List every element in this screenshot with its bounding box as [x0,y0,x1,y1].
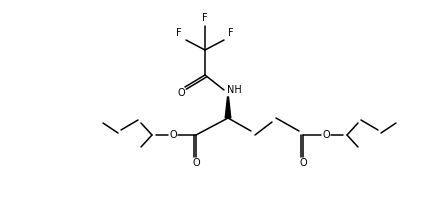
Text: F: F [176,28,182,38]
Text: F: F [228,28,234,38]
Text: O: O [322,130,330,140]
Polygon shape [225,97,231,118]
Text: NH: NH [226,85,241,95]
Text: O: O [177,88,185,98]
Text: O: O [299,158,307,168]
Text: F: F [202,13,208,23]
Text: O: O [192,158,200,168]
Text: O: O [169,130,177,140]
